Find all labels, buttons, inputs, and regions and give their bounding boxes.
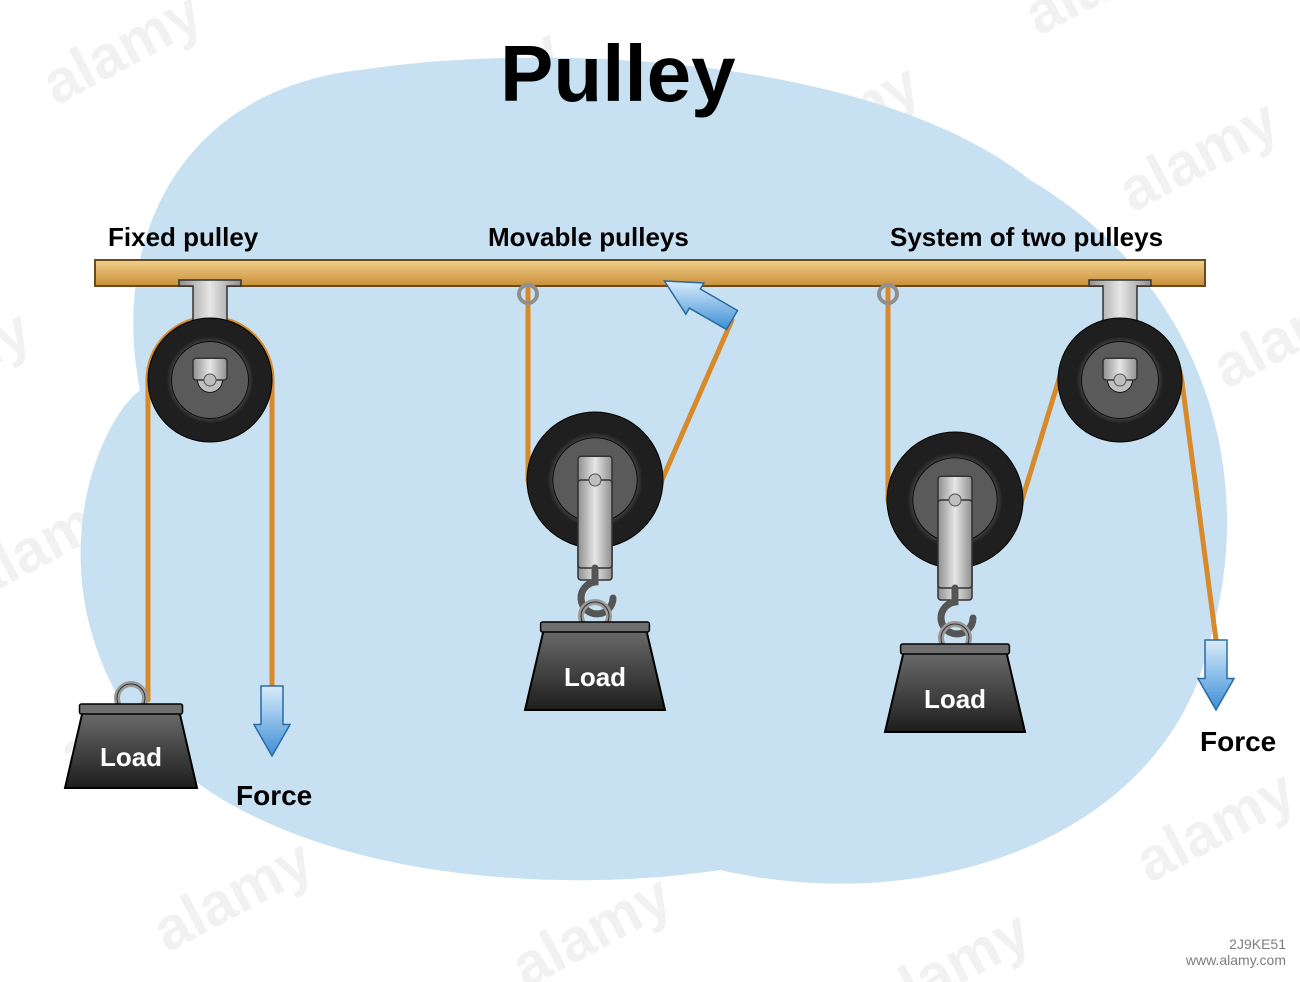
label-system-two-pulleys: System of two pulleys	[890, 222, 1163, 253]
pulleys	[148, 280, 1182, 634]
diagram-stage: alamy	[0, 0, 1300, 982]
pulley-diagram	[0, 0, 1300, 982]
diagram-title: Pulley	[500, 28, 736, 120]
label-fixed-pulley: Fixed pulley	[108, 222, 258, 253]
watermark-text: 2J9KE51 www.alamy.com	[1186, 936, 1286, 968]
load-label-movable: Load	[525, 662, 665, 693]
watermark-url: www.alamy.com	[1186, 952, 1286, 968]
watermark-id: 2J9KE51	[1186, 936, 1286, 952]
label-movable-pulleys: Movable pulleys	[488, 222, 689, 253]
weights	[65, 602, 1025, 788]
support-beam	[95, 260, 1205, 286]
force-label-fixed: Force	[236, 780, 312, 812]
load-label-two: Load	[885, 684, 1025, 715]
load-label-fixed: Load	[65, 742, 197, 773]
ropes	[148, 287, 1216, 700]
force-label-two: Force	[1200, 726, 1276, 758]
